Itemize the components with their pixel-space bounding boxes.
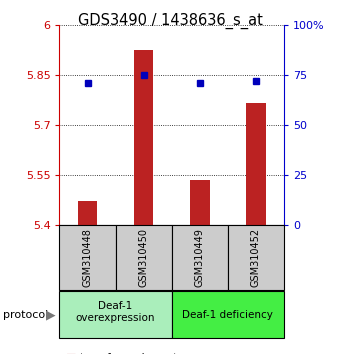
- Text: ■: ■: [66, 353, 77, 354]
- Text: GSM310448: GSM310448: [83, 228, 92, 287]
- Text: transformed count: transformed count: [80, 353, 177, 354]
- Bar: [59, 291, 172, 338]
- Bar: [172, 225, 228, 290]
- Text: GDS3490 / 1438636_s_at: GDS3490 / 1438636_s_at: [78, 12, 262, 29]
- Bar: [116, 225, 172, 290]
- Bar: [59, 225, 116, 290]
- Bar: [134, 50, 153, 225]
- Text: ▶: ▶: [46, 308, 55, 321]
- Bar: [78, 201, 97, 225]
- Bar: [190, 180, 209, 225]
- Bar: [246, 103, 266, 225]
- Text: Deaf-1
overexpression: Deaf-1 overexpression: [76, 301, 155, 323]
- Text: Deaf-1 deficiency: Deaf-1 deficiency: [182, 309, 273, 320]
- Text: GSM310449: GSM310449: [195, 228, 205, 287]
- Bar: [228, 225, 284, 290]
- Text: GSM310452: GSM310452: [251, 228, 261, 287]
- Text: GSM310450: GSM310450: [139, 228, 149, 287]
- Bar: [172, 291, 284, 338]
- Text: protocol: protocol: [3, 309, 49, 320]
